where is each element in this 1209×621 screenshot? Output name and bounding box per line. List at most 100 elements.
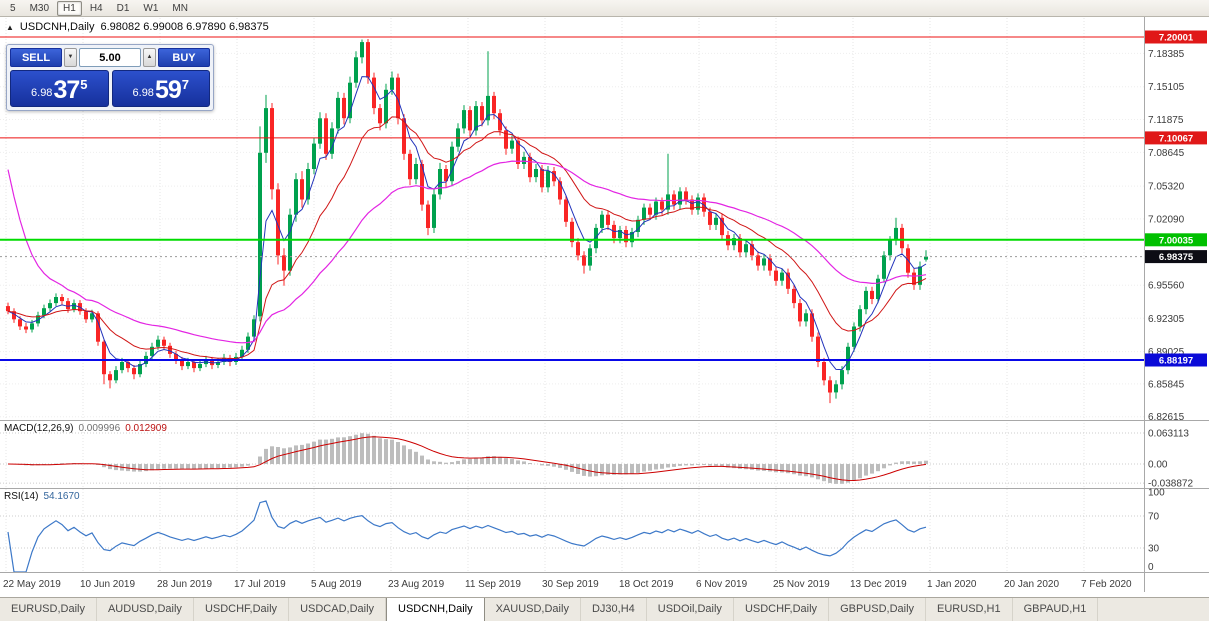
candle-body — [276, 189, 280, 256]
candle-body — [774, 270, 778, 281]
candle-body — [654, 201, 658, 215]
candle-body — [498, 113, 502, 131]
candle-body — [6, 306, 10, 312]
timeframe-button-h4[interactable]: H4 — [89, 2, 103, 14]
date-axis-label: 17 Jul 2019 — [234, 579, 286, 590]
date-axis-label: 7 Feb 2020 — [1081, 579, 1132, 590]
candle-body — [762, 258, 766, 266]
candle-body — [552, 171, 556, 182]
candle-body — [714, 217, 718, 225]
price-axis-label: 7.08645 — [1148, 148, 1185, 159]
date-axis-label: 22 May 2019 — [3, 579, 61, 590]
candle-body — [156, 339, 160, 347]
candle-body — [492, 95, 496, 114]
chart-tab-usdoil-daily[interactable]: USDOil,Daily — [647, 598, 734, 621]
sell-price-sup: 5 — [80, 77, 88, 92]
volume-decrease-button[interactable]: ▼ — [64, 48, 77, 67]
buy-price-sup: 7 — [181, 77, 189, 92]
candle-body — [420, 164, 424, 205]
timeframe-button-5[interactable]: 5 — [10, 2, 16, 14]
rsi-indicator-label: RSI(14) 54.1670 — [4, 491, 80, 502]
timeframe-button-h1[interactable]: H1 — [57, 0, 82, 16]
buy-price-display[interactable]: 6.98 59 7 — [111, 70, 210, 107]
candle-body — [150, 346, 154, 356]
candle-body — [450, 146, 454, 182]
candle-body — [258, 152, 262, 317]
candle-body — [870, 290, 874, 299]
candle-body — [564, 199, 568, 222]
buy-button[interactable]: BUY — [158, 48, 210, 67]
timeframe-button-m30[interactable]: M30 — [29, 2, 50, 14]
candle-body — [318, 118, 322, 144]
candle-body — [90, 313, 94, 320]
sell-button[interactable]: SELL — [10, 48, 62, 67]
timeframe-button-mn[interactable]: MN — [172, 2, 188, 14]
candle-body — [570, 221, 574, 243]
candle-body — [264, 108, 268, 153]
chart-tab-xauusd-daily[interactable]: XAUUSD,Daily — [485, 598, 581, 621]
candle-body — [858, 309, 862, 327]
candle-body — [18, 319, 22, 327]
candle-body — [486, 95, 490, 121]
sell-price-display[interactable]: 6.98 37 5 — [10, 70, 109, 107]
price-level-badge-text: 6.88197 — [1159, 356, 1193, 367]
chart-tab-usdchf-daily[interactable]: USDCHF,Daily — [734, 598, 830, 621]
candle-body — [282, 255, 286, 271]
price-axis-label: 6.82615 — [1148, 412, 1185, 423]
date-axis-label: 18 Oct 2019 — [619, 579, 674, 590]
price-axis-label: 7.11875 — [1148, 115, 1184, 126]
volume-input[interactable] — [79, 48, 141, 67]
ma-mid-line — [7, 116, 927, 360]
candle-body — [402, 118, 406, 154]
chart-title: ▲ USDCNH,Daily 6.98082 6.99008 6.97890 6… — [6, 21, 269, 33]
chart-tab-eurusd-daily[interactable]: EURUSD,Daily — [0, 598, 97, 621]
candle-body — [372, 77, 376, 109]
trade-panel-toggle-icon[interactable]: ▲ — [6, 22, 14, 32]
candle-body — [138, 364, 142, 375]
macd-main-value: 0.009996 — [78, 423, 121, 434]
date-axis-label: 5 Aug 2019 — [311, 579, 362, 590]
candle-body — [792, 288, 796, 304]
chart-tab-audusd-daily[interactable]: AUDUSD,Daily — [97, 598, 194, 621]
chart-tab-gbpaud-h1[interactable]: GBPAUD,H1 — [1013, 598, 1099, 621]
volume-increase-button[interactable]: ▲ — [143, 48, 156, 67]
trade-panel-prices: 6.98 37 5 6.98 59 7 — [10, 70, 210, 107]
candle-body — [390, 77, 394, 90]
chart-tab-usdchf-daily[interactable]: USDCHF,Daily — [194, 598, 290, 621]
candle-body — [360, 42, 364, 58]
chart-tab-gbpusd-daily[interactable]: GBPUSD,Daily — [829, 598, 927, 621]
chart-tab-usdcad-daily[interactable]: USDCAD,Daily — [289, 598, 387, 621]
candle-body — [252, 319, 256, 337]
candle-body — [636, 219, 640, 232]
sell-price-big: 37 — [53, 76, 80, 104]
chart-tab-usdcnh-daily[interactable]: USDCNH,Daily — [386, 598, 485, 621]
candle-body — [816, 336, 820, 362]
candle-body — [684, 191, 688, 200]
candle-body — [396, 77, 400, 119]
candle-body — [840, 370, 844, 385]
candle-body — [558, 181, 562, 200]
candle-body — [720, 217, 724, 236]
rsi-name: RSI(14) — [4, 491, 39, 502]
macd-name: MACD(12,26,9) — [4, 423, 74, 434]
chart-tab-dj30-h4[interactable]: DJ30,H4 — [581, 598, 647, 621]
rsi-axis-label: 0 — [1148, 562, 1154, 573]
one-click-trading-panel: SELL ▼ ▲ BUY 6.98 37 5 6.98 59 7 — [6, 44, 214, 111]
candle-body — [96, 313, 100, 342]
candle-body — [354, 57, 358, 83]
candle-body — [384, 89, 388, 124]
date-axis-label: 1 Jan 2020 — [927, 579, 977, 590]
candle-body — [12, 311, 16, 320]
candle-body — [102, 341, 106, 375]
candle-body — [876, 278, 880, 299]
timeframe-button-w1[interactable]: W1 — [143, 2, 159, 14]
price-level-badge — [1145, 30, 1207, 44]
candle-body — [750, 244, 754, 256]
chart-tab-eurusd-h1[interactable]: EURUSD,H1 — [926, 598, 1013, 621]
timeframe-button-d1[interactable]: D1 — [116, 2, 130, 14]
rsi-axis-label: 30 — [1148, 544, 1160, 555]
date-axis-label: 13 Dec 2019 — [850, 579, 907, 590]
macd-axis-label: 0.063113 — [1148, 428, 1189, 439]
candle-body — [240, 349, 244, 357]
